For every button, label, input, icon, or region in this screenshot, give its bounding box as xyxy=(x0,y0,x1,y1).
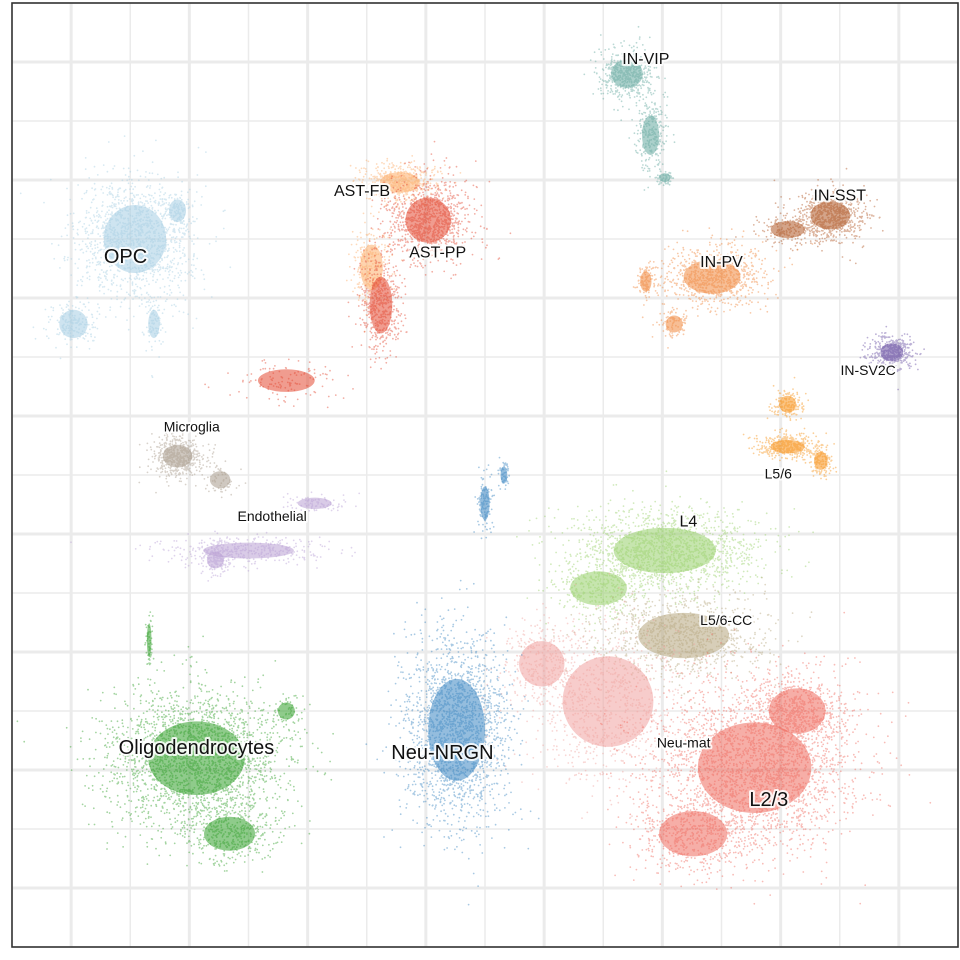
cluster-in-sst xyxy=(735,167,884,265)
cluster-label: L5/6-CC xyxy=(700,612,752,628)
cluster-label: OPC xyxy=(104,246,147,268)
cluster-core xyxy=(770,439,805,454)
cluster-core xyxy=(665,315,683,333)
cluster-core xyxy=(148,721,245,796)
cluster-neu-mat xyxy=(481,572,734,820)
cluster-core xyxy=(611,59,643,88)
cluster-core xyxy=(697,722,812,813)
cluster-label: L4 xyxy=(679,513,697,530)
cluster-core xyxy=(169,199,187,223)
cluster-points xyxy=(520,550,813,704)
cluster-core xyxy=(642,115,660,155)
cluster-core xyxy=(297,497,332,509)
cluster-core xyxy=(638,612,730,659)
cluster-microglia xyxy=(138,422,247,499)
cluster-label: Oligodendrocytes xyxy=(119,737,275,759)
cluster-label: L2/3 xyxy=(749,789,788,811)
cluster-core xyxy=(146,623,152,658)
cluster-core xyxy=(659,173,671,183)
cluster-core xyxy=(148,309,160,339)
cluster-l5-6-cc xyxy=(520,550,813,704)
cluster-core xyxy=(779,395,797,413)
cluster-in-pv xyxy=(632,227,814,349)
cluster-in-sv2c xyxy=(859,325,925,391)
cluster-label: IN-SV2C xyxy=(841,362,896,378)
cluster-points xyxy=(70,491,361,582)
cluster-core xyxy=(203,542,294,559)
cluster-l5-6 xyxy=(742,376,838,481)
cluster-oligodendrocytes xyxy=(16,611,335,873)
cluster-points xyxy=(481,572,734,820)
cluster-core xyxy=(770,221,805,239)
cluster-label: AST-PP xyxy=(409,244,466,261)
cluster-core xyxy=(519,641,565,687)
plot-border xyxy=(11,2,959,948)
cluster-label: AST-FB xyxy=(334,183,390,200)
cluster-core xyxy=(103,205,167,273)
cluster-points xyxy=(580,611,932,905)
cluster-core xyxy=(277,702,295,720)
cluster-points xyxy=(859,325,925,391)
cluster-core xyxy=(768,688,826,734)
cluster-points xyxy=(16,611,335,873)
cluster-core xyxy=(379,172,420,193)
cluster-core xyxy=(562,656,654,747)
cluster-label: Neu-NRGN xyxy=(391,742,493,764)
scatter-points xyxy=(16,25,932,906)
cluster-core xyxy=(613,527,716,574)
cluster-l2-3 xyxy=(580,611,932,905)
cluster-core xyxy=(480,486,490,521)
cluster-core xyxy=(683,259,741,294)
cluster-ast-pp xyxy=(204,140,512,409)
cluster-points xyxy=(19,135,232,379)
cluster-label: L5/6 xyxy=(765,466,792,482)
cluster-points xyxy=(583,25,676,191)
cluster-core xyxy=(257,369,315,392)
cluster-l4 xyxy=(516,470,814,650)
cluster-core xyxy=(428,678,485,781)
cluster-core xyxy=(814,451,828,470)
grid-lines xyxy=(11,2,959,948)
cluster-core xyxy=(204,816,256,851)
cluster-core xyxy=(59,309,88,339)
cluster-labels: OPC AST-FB AST-PP IN-VIP IN-SST IN-PV IN-SV2C M… xyxy=(102,49,898,813)
cluster-core xyxy=(369,276,393,334)
cluster-in-vip xyxy=(583,25,676,191)
cluster-core xyxy=(570,571,627,606)
cluster-label: Microglia xyxy=(164,419,220,435)
cluster-label: IN-SST xyxy=(814,188,867,205)
cluster-points xyxy=(742,376,838,481)
cluster-label: IN-PV xyxy=(700,254,743,271)
cluster-points xyxy=(204,140,512,409)
cluster-neu-nrgn xyxy=(365,456,540,906)
cluster-opc xyxy=(19,135,232,379)
cluster-label: IN-VIP xyxy=(622,51,669,68)
cluster-core xyxy=(500,466,508,484)
cluster-core xyxy=(206,551,224,569)
cluster-label: Endothelial xyxy=(238,508,307,524)
cluster-core xyxy=(659,811,728,857)
cluster-core xyxy=(209,471,231,489)
cluster-core xyxy=(640,271,652,292)
cluster-core xyxy=(810,201,851,230)
cluster-core xyxy=(405,197,451,243)
cluster-endothelial xyxy=(70,491,361,582)
cluster-label: Neu-mat xyxy=(657,735,711,751)
cluster-core xyxy=(880,343,904,362)
cluster-core xyxy=(162,444,193,468)
cluster-points xyxy=(138,422,247,499)
